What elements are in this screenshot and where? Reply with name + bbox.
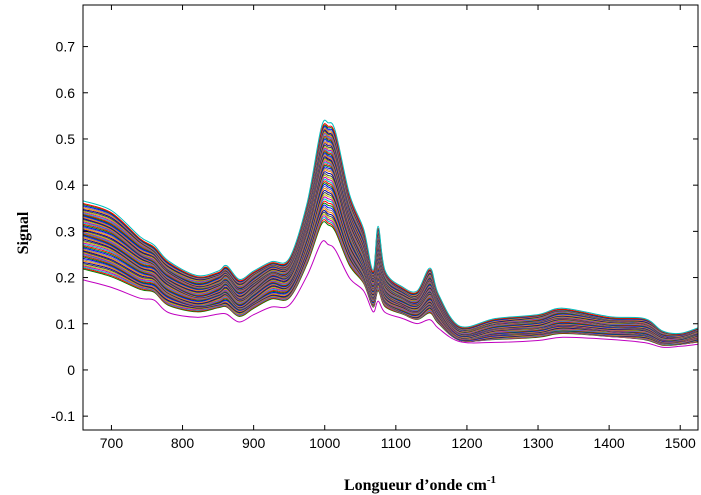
- spectrum-line: [83, 119, 698, 335]
- spectrum-line: [83, 160, 698, 340]
- spectrum-line: [83, 240, 698, 348]
- series-layer: [83, 119, 698, 348]
- spectrum-line: [83, 138, 698, 337]
- spectrum-line: [83, 135, 698, 336]
- x-axis-title: Longueur d’onde cm-1: [344, 474, 496, 494]
- ticks-layer: 700 800 900 1000 1100 1200 1300 1400 1500 -0.1 0 0.…: [51, 5, 698, 451]
- x-tick-label: 700: [100, 435, 124, 451]
- y-tick-label: 0: [67, 362, 75, 378]
- x-axis-title-text: Longueur d’onde cm: [344, 477, 488, 494]
- y-tick-label: 0.1: [56, 316, 76, 332]
- y-tick-label: 0.3: [56, 223, 76, 239]
- y-axis-title: Signal: [15, 211, 32, 254]
- spectrum-line: [83, 161, 698, 341]
- plot-frame: [82, 4, 699, 431]
- y-tick-label: 0.2: [56, 270, 76, 286]
- spectrum-line: [83, 123, 698, 335]
- spectrum-line: [83, 157, 698, 340]
- plot-area: [83, 5, 698, 430]
- x-tick-label: 800: [171, 435, 195, 451]
- x-tick-label: 1300: [522, 435, 553, 451]
- spectrum-line: [83, 192, 698, 344]
- y-tick-label: -0.1: [51, 408, 75, 424]
- x-tick-label: 1000: [309, 435, 340, 451]
- spectrum-line: [83, 187, 698, 343]
- y-tick-label: 0.4: [56, 177, 76, 193]
- y-tick-label: 0.7: [56, 39, 76, 55]
- y-tick-label: 0.6: [56, 85, 76, 101]
- y-tick-label: 0.5: [56, 131, 76, 147]
- spectrum-line: [83, 158, 698, 340]
- x-tick-label: 900: [242, 435, 266, 451]
- x-tick-label: 1500: [665, 435, 696, 451]
- x-tick-label: 1200: [451, 435, 482, 451]
- spectrum-line: [83, 221, 698, 346]
- x-axis-title-superscript: -1: [487, 474, 496, 486]
- spectrum-line: [83, 163, 698, 341]
- spectrum-line: [83, 134, 698, 336]
- spectrum-line: [83, 137, 698, 337]
- x-tick-label: 1400: [594, 435, 625, 451]
- x-tick-label: 1100: [381, 435, 411, 451]
